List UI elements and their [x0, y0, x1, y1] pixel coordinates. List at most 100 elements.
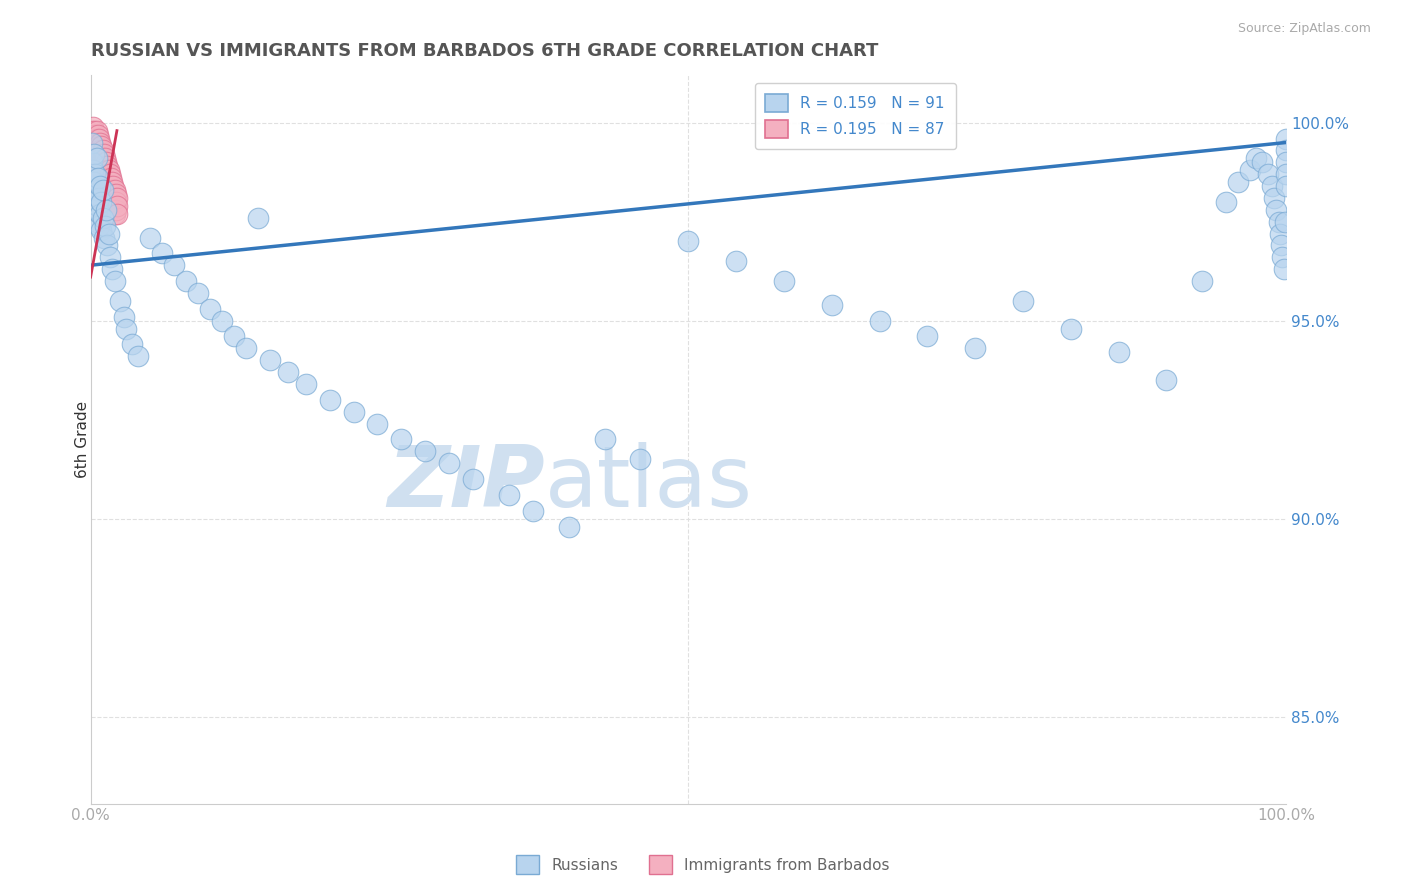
Point — [93, 147, 115, 161]
Point — [965, 342, 987, 356]
Point — [96, 179, 118, 194]
Point — [91, 152, 114, 166]
Point — [94, 219, 117, 233]
Point — [463, 472, 485, 486]
Point — [100, 186, 122, 201]
Point — [439, 456, 461, 470]
Point — [97, 163, 120, 178]
Point — [98, 175, 121, 189]
Point — [87, 171, 110, 186]
Point — [103, 179, 125, 194]
Point — [103, 191, 125, 205]
Point — [83, 131, 105, 145]
Point — [246, 211, 269, 225]
Text: atlas: atlas — [546, 442, 752, 524]
Point — [101, 262, 124, 277]
Point — [91, 211, 114, 225]
Point — [91, 167, 114, 181]
Point — [259, 353, 281, 368]
Point — [87, 144, 110, 158]
Point — [1265, 202, 1288, 217]
Point — [87, 219, 110, 233]
Point — [1268, 215, 1291, 229]
Point — [86, 215, 108, 229]
Point — [1272, 262, 1295, 277]
Point — [103, 183, 125, 197]
Point — [80, 139, 103, 153]
Point — [342, 405, 364, 419]
Point — [105, 191, 128, 205]
Point — [121, 337, 143, 351]
Point — [86, 183, 108, 197]
Point — [104, 186, 127, 201]
Point — [725, 254, 748, 268]
Point — [87, 139, 110, 153]
Point — [101, 191, 124, 205]
Point — [1244, 152, 1267, 166]
Text: ZIP: ZIP — [387, 442, 546, 524]
Point — [96, 238, 118, 252]
Point — [150, 246, 173, 260]
Point — [90, 147, 112, 161]
Point — [97, 186, 120, 201]
Point — [100, 179, 122, 194]
Point — [96, 171, 118, 186]
Point — [82, 120, 104, 134]
Point — [90, 163, 112, 178]
Point — [94, 152, 117, 166]
Point — [86, 152, 108, 166]
Point — [89, 207, 111, 221]
Point — [1012, 293, 1035, 308]
Point — [1060, 321, 1083, 335]
Point — [83, 155, 105, 169]
Point — [97, 171, 120, 186]
Point — [86, 131, 108, 145]
Point — [97, 194, 120, 209]
Point — [103, 186, 125, 201]
Point — [105, 207, 128, 221]
Point — [100, 171, 122, 186]
Point — [91, 159, 114, 173]
Point — [1275, 167, 1298, 181]
Point — [89, 179, 111, 194]
Point — [1263, 191, 1285, 205]
Point — [86, 123, 108, 137]
Point — [91, 183, 114, 197]
Point — [1270, 238, 1292, 252]
Point — [103, 207, 125, 221]
Point — [103, 194, 125, 209]
Point — [277, 365, 299, 379]
Point — [96, 175, 118, 189]
Point — [593, 433, 616, 447]
Point — [86, 139, 108, 153]
Point — [100, 194, 122, 209]
Point — [222, 329, 245, 343]
Point — [87, 147, 110, 161]
Point — [1156, 373, 1178, 387]
Point — [84, 136, 107, 150]
Point — [86, 147, 108, 161]
Point — [1271, 250, 1294, 264]
Point — [87, 155, 110, 169]
Point — [83, 139, 105, 153]
Point — [89, 144, 111, 158]
Point — [174, 274, 197, 288]
Point — [103, 199, 125, 213]
Point — [87, 159, 110, 173]
Y-axis label: 6th Grade: 6th Grade — [75, 401, 90, 478]
Point — [101, 199, 124, 213]
Point — [82, 136, 104, 150]
Point — [101, 175, 124, 189]
Point — [1251, 155, 1274, 169]
Point — [163, 258, 186, 272]
Point — [558, 519, 581, 533]
Point — [96, 202, 118, 217]
Point — [84, 202, 107, 217]
Point — [630, 452, 652, 467]
Point — [235, 342, 257, 356]
Point — [82, 144, 104, 158]
Point — [84, 144, 107, 158]
Point — [96, 167, 118, 181]
Point — [211, 313, 233, 327]
Point — [389, 433, 412, 447]
